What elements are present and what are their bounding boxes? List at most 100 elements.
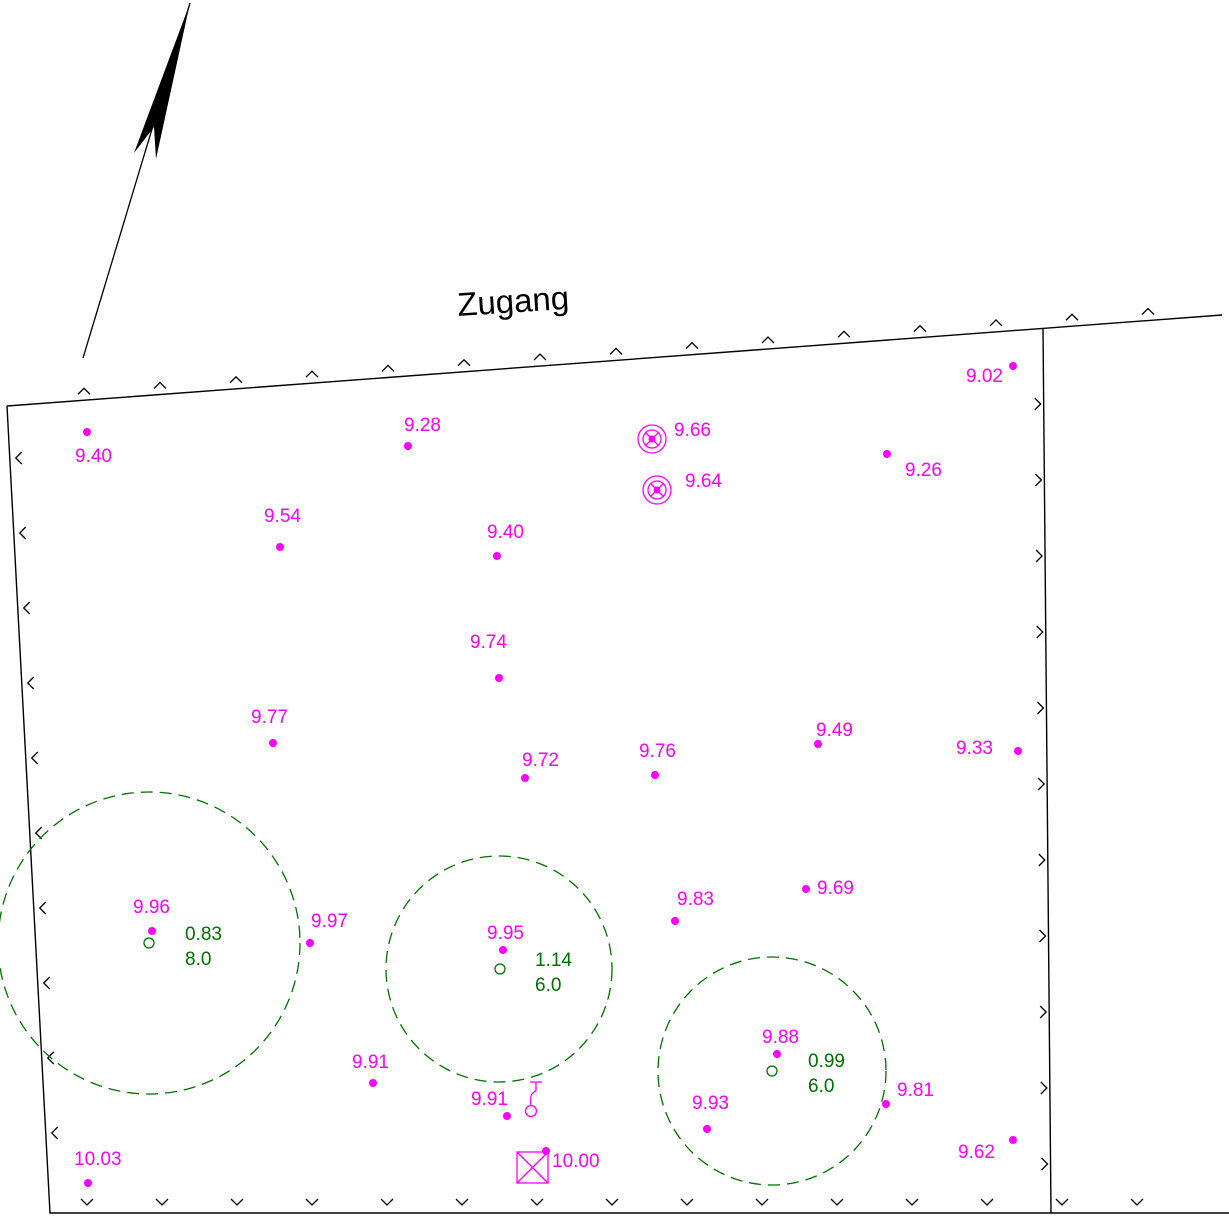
boundary-tick (1035, 549, 1043, 563)
elevation-label: 9.33 (956, 738, 993, 759)
elevation-label: 9.96 (133, 897, 170, 918)
boundary-tick (609, 347, 623, 355)
elevation-point-marker (703, 1125, 711, 1133)
elevation-label: 9.49 (816, 720, 853, 741)
elevation-point-marker (83, 428, 91, 436)
boundary-tick (1141, 307, 1155, 316)
elevation-point-marker (773, 1050, 781, 1058)
boundary-tick (230, 1198, 244, 1206)
boundary-tick (34, 826, 43, 840)
boundary-tick (305, 370, 319, 378)
boundary-tick (42, 976, 51, 990)
elevation-point-marker (521, 774, 529, 782)
tree-trunk-icon (143, 937, 155, 949)
elevation-label: 9.91 (352, 1052, 389, 1073)
elevation-label: 9.40 (75, 446, 112, 467)
elevation-point-marker (671, 917, 679, 925)
tree-crowns (0, 791, 887, 1186)
boundary-tick (830, 1198, 844, 1206)
tree-trunk-icon (766, 1065, 778, 1077)
boundary-tick (26, 676, 35, 690)
boundary-tick (533, 353, 547, 361)
boundary-tick (980, 1198, 994, 1206)
boundary-tick (229, 375, 243, 384)
boundary-tick (38, 901, 47, 915)
elevation-label: 9.91 (471, 1089, 508, 1110)
boundary-tick (153, 381, 167, 390)
boundary-tick (305, 1198, 319, 1206)
elevation-label: 9.40 (487, 522, 524, 543)
tree-crown-value: 6.0 (808, 1076, 834, 1097)
tree-trunk-icon (494, 963, 506, 975)
boundary-tick (455, 1198, 469, 1206)
elevation-point-marker (369, 1079, 377, 1087)
tree-crown-2 (385, 855, 613, 1083)
boundary-tick (1038, 853, 1046, 867)
boundary-tick (380, 1198, 394, 1206)
boundary-tick (46, 1051, 55, 1065)
boundary-tick (1034, 397, 1042, 411)
elevation-label: 9.76 (639, 741, 676, 762)
elevation-point-marker (499, 946, 507, 954)
elevation-label: 10.03 (74, 1149, 122, 1170)
elevation-label: 9.97 (311, 911, 348, 932)
boundary-tick (1036, 701, 1045, 715)
elevation-point-marker (882, 1100, 890, 1108)
elevation-label: 9.74 (470, 632, 507, 653)
elevation-point-marker (802, 885, 810, 893)
boundary-tick (155, 1198, 169, 1206)
elevation-point-marker (883, 450, 891, 458)
elevation-label: 9.64 (685, 471, 722, 492)
elevation-label: 9.93 (692, 1093, 729, 1114)
elevation-label: 9.26 (905, 460, 942, 481)
boundary-tick (1130, 1198, 1144, 1206)
elevation-label: 9.28 (404, 415, 441, 436)
elevation-point-marker (1009, 362, 1017, 370)
north-arrow-icon (82, 2, 191, 359)
boundary-tick (50, 1126, 59, 1140)
boundary-tick (989, 319, 1003, 327)
elevation-point-marker (542, 1147, 550, 1155)
boundary-tick (80, 1198, 94, 1206)
boundary-tick (913, 324, 927, 333)
boundary-tick (1055, 1198, 1069, 1206)
boundary-tick (77, 387, 91, 395)
boundary-tick (381, 364, 395, 372)
elevation-point-marker (84, 1179, 92, 1187)
boundary-tick (685, 341, 699, 350)
boundary-tick (680, 1198, 694, 1206)
boundary-tick (14, 451, 23, 465)
elevation-label: 9.83 (677, 889, 714, 910)
boundary-tick (22, 601, 31, 615)
boundary-tick (837, 330, 851, 338)
elevation-label: 9.66 (674, 420, 711, 441)
elevation-point-marker (1014, 747, 1022, 755)
elevation-label: 9.77 (251, 707, 288, 728)
boundary-tick (30, 751, 39, 765)
tree-crown-1 (0, 791, 301, 1095)
elevation-point-marker (276, 543, 284, 551)
elevation-label: 9.88 (762, 1027, 799, 1048)
boundary-tick (1037, 777, 1046, 791)
elevation-label: 9.54 (264, 506, 301, 527)
tree-crown-3 (657, 956, 887, 1186)
boundary-tick (1034, 473, 1043, 487)
hydrant-icon (524, 1081, 542, 1118)
boundary-ticks (14, 307, 1155, 1206)
elevation-point-marker (404, 442, 412, 450)
boundary-tick (1040, 1081, 1048, 1095)
boundary-tick (761, 336, 775, 344)
elevation-point-marker (306, 939, 314, 947)
tree-trunk-value: 1.14 (535, 950, 572, 971)
boundary-tick (905, 1198, 919, 1206)
tree-trunks (143, 937, 778, 1077)
elevation-label: 9.81 (897, 1080, 934, 1101)
boundary-tick (605, 1198, 619, 1206)
boundary-tick (457, 358, 471, 367)
elevation-label: 9.72 (522, 750, 559, 771)
elevation-point-marker (148, 927, 156, 935)
boundary-tick (18, 526, 27, 540)
elevation-point-marker (503, 1112, 511, 1120)
tree-crown-value: 6.0 (535, 975, 561, 996)
